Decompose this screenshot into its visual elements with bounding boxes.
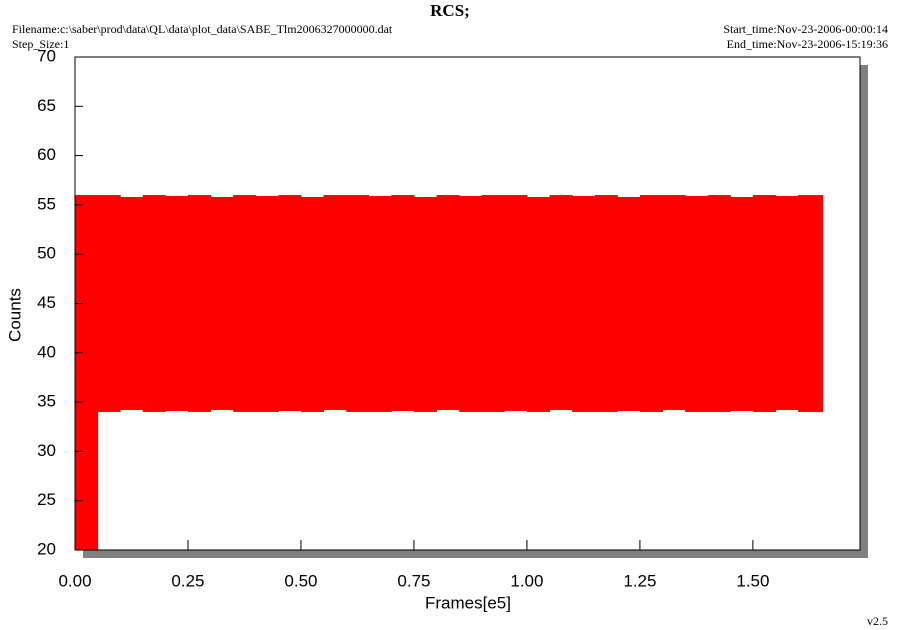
plot-border — [74, 56, 861, 551]
y-tick-label: 45 — [37, 293, 56, 312]
range-bar — [278, 195, 302, 411]
range-bar — [368, 196, 392, 412]
y-axis-label: Counts — [5, 288, 24, 342]
range-bar — [120, 197, 144, 410]
range-bar — [481, 195, 505, 412]
y-tick-label: 25 — [37, 490, 56, 509]
range-bar — [210, 197, 234, 410]
range-bar — [752, 195, 776, 412]
x-tick-label: 0.75 — [397, 571, 430, 590]
range-bar — [75, 195, 99, 551]
range-bar — [775, 196, 799, 410]
y-tick-label: 20 — [37, 539, 56, 558]
filename: Filename:c:\saber\prod\data\QL\data\plot… — [12, 22, 393, 36]
range-bar — [526, 197, 551, 412]
y-tick-label: 50 — [37, 244, 56, 263]
range-bar — [459, 196, 483, 412]
range-bar — [572, 196, 596, 412]
x-tick-label: 1.50 — [736, 571, 769, 590]
range-bar — [798, 195, 822, 412]
x-tick-label: 0.25 — [171, 571, 204, 590]
range-bar — [233, 195, 257, 412]
range-bar — [391, 195, 415, 411]
range-bar — [730, 197, 754, 411]
version: v2.5 — [867, 614, 888, 628]
range-bar — [504, 195, 528, 411]
range-bar — [820, 195, 824, 412]
range-bar — [165, 196, 189, 411]
range-bar — [617, 197, 641, 411]
y-tick-label: 30 — [37, 441, 56, 460]
range-bar — [413, 197, 438, 412]
y-tick-label: 55 — [37, 194, 56, 213]
range-bar — [255, 196, 279, 412]
y-tick-label: 35 — [37, 392, 56, 411]
range-bar — [594, 195, 618, 412]
range-bar — [549, 195, 573, 410]
range-bar — [662, 195, 686, 410]
y-tick-label: 70 — [37, 46, 56, 65]
range-bar — [436, 195, 460, 410]
x-tick-label: 1.25 — [623, 571, 656, 590]
end-time: End_time:Nov-23-2006-15:19:36 — [727, 37, 888, 51]
range-bar — [707, 195, 731, 412]
range-bar — [187, 195, 212, 412]
range-bar — [685, 196, 709, 412]
x-tick-label: 0.50 — [284, 571, 317, 590]
range-bar — [97, 195, 121, 412]
x-axis-label: Frames[e5] — [425, 593, 511, 612]
step-size: Step_Size:1 — [12, 37, 69, 51]
y-tick-label: 65 — [37, 96, 56, 115]
chart-title: RCS; — [430, 1, 470, 20]
x-tick-label: 1.00 — [510, 571, 543, 590]
x-tick-label: 0.00 — [58, 571, 91, 590]
range-bar — [346, 195, 370, 412]
range-bar — [300, 197, 325, 412]
range-bar — [639, 195, 664, 412]
y-tick-label: 60 — [37, 145, 56, 164]
y-tick-label: 40 — [37, 342, 56, 361]
range-bar — [323, 195, 347, 410]
start-time: Start_time:Nov-23-2006-00:00:14 — [723, 22, 888, 36]
range-bar — [142, 195, 166, 412]
